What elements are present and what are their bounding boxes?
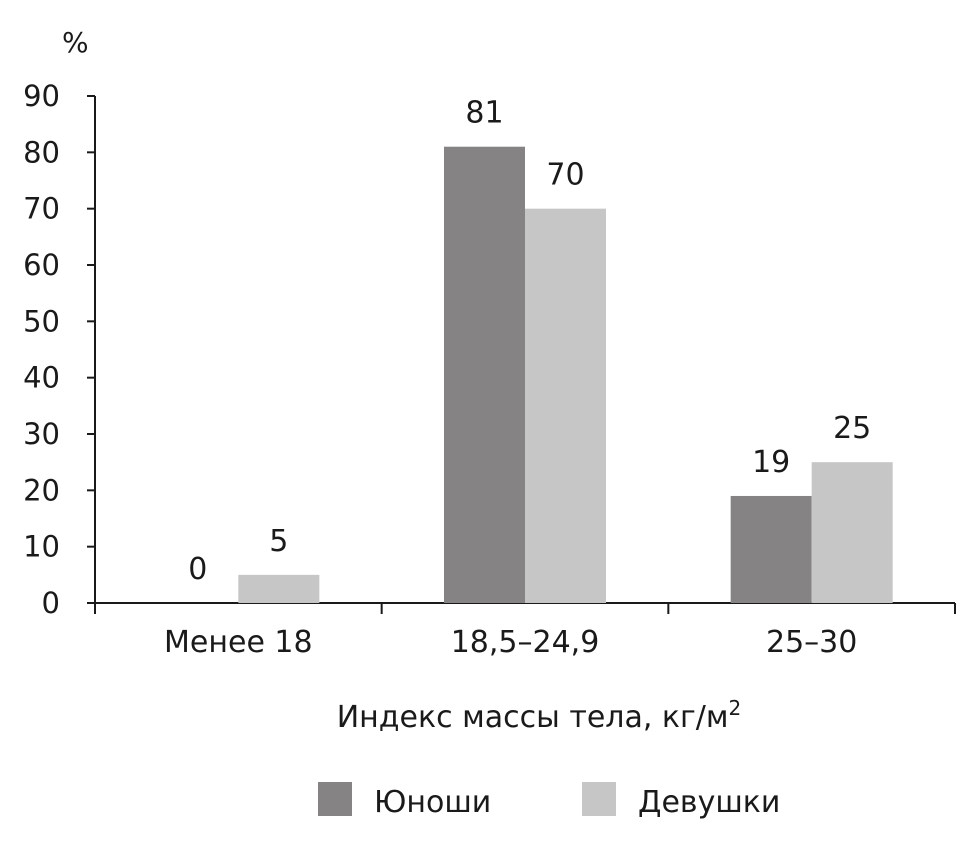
bar-value-label: 0	[188, 552, 207, 587]
bar-series1	[730, 495, 812, 603]
y-tick-label: 90	[23, 79, 60, 113]
bar-value-label: 5	[269, 524, 288, 559]
legend-label: Юноши	[374, 785, 491, 820]
y-axis-ticks: 0 10 20 30 40 50 60 70 80 90	[23, 79, 95, 620]
y-tick-label: 60	[23, 248, 60, 282]
bar-series2	[811, 462, 893, 603]
x-axis-title: Индекс массы тела, кг/м2	[337, 696, 742, 735]
bar-value-label: 70	[546, 158, 584, 193]
legend-swatch	[582, 782, 616, 816]
y-tick-label: 0	[42, 586, 60, 620]
category-label: 18,5–24,9	[451, 625, 600, 660]
y-tick-label: 50	[23, 304, 60, 338]
bar-series2	[238, 574, 320, 603]
value-labels-group: 0 5 81 70 19 25	[188, 96, 871, 587]
x-axis-ticks	[94, 603, 956, 614]
x-axis-title-superscript: 2	[729, 696, 742, 720]
legend-label: Девушки	[638, 785, 780, 820]
y-tick-label: 20	[23, 473, 60, 507]
x-axis-title-text: Индекс массы тела, кг/м	[337, 700, 729, 735]
category-label: 25–30	[766, 625, 857, 660]
bars-group	[238, 146, 893, 603]
y-tick-label: 70	[23, 192, 60, 226]
category-label: Менее 18	[164, 625, 313, 660]
y-tick-label: 10	[23, 530, 60, 564]
legend-swatch	[318, 782, 352, 816]
bar-value-label: 19	[752, 445, 790, 480]
y-tick-label: 80	[23, 135, 60, 169]
bar-series1	[444, 146, 525, 603]
y-tick-label: 30	[23, 417, 60, 451]
category-labels-group: Менее 18 18,5–24,9 25–30	[164, 625, 857, 660]
legend: Юноши Девушки	[318, 782, 780, 820]
bar-value-label: 81	[465, 96, 503, 131]
bar-value-label: 25	[833, 411, 871, 446]
y-unit-label: %	[62, 26, 89, 59]
y-tick-label: 40	[23, 361, 60, 395]
bar-series2	[525, 208, 606, 603]
